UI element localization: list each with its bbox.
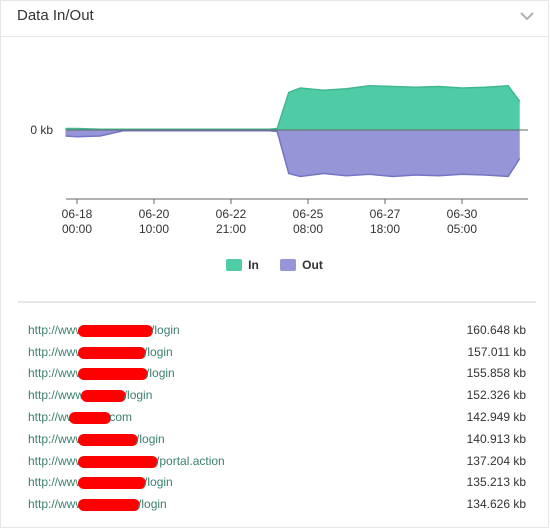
series-area-in [65,85,520,130]
url-list: http://www/login 160.648 kb http://www/log… [28,319,526,515]
redaction-mark [78,433,139,446]
url-link[interactable]: http://www/login [28,323,180,337]
x-tick-label: 06-18 [62,207,93,221]
list-item: http://www. /login 152.326 kb [28,384,526,406]
traffic-value: 155.858 kb [466,366,526,381]
x-tick-label: 00:00 [62,222,92,236]
redaction-mark [78,499,141,512]
legend-swatch-in [226,259,243,271]
url-prefix: http://ww [28,410,76,425]
x-tick-label: 18:00 [370,222,400,236]
redaction-mark [78,324,154,337]
url-link[interactable]: http://www/login [28,366,175,380]
traffic-value: 157.011 kb [467,344,527,359]
x-tick-label: 06-27 [370,207,401,221]
url-suffix: /login [146,366,175,381]
x-tick-label: 21:00 [216,222,246,236]
legend-item-in[interactable]: In [226,258,259,272]
legend-swatch-out [280,259,297,271]
url-suffix: com [109,410,133,425]
panel-title: Data In/Out [17,7,94,24]
redaction-mark [78,368,149,381]
url-suffix: /login [138,497,167,512]
x-tick-label: 08:00 [293,222,323,236]
series-area-out [65,130,520,177]
panel-header: Data In/Out [1,1,548,37]
redaction-mark [78,346,147,359]
url-prefix: http://www [28,366,85,381]
list-item: http://www/login 140.913 kb [28,428,526,450]
url-prefix: http://www. [28,388,87,403]
chevron-down-icon[interactable] [518,7,536,25]
url-prefix: http://www [28,453,85,468]
redaction-mark [69,411,112,424]
url-suffix: /portal.action [156,453,225,468]
data-in-out-chart: 0 kb06-1800:0006-2010:0006-2221:0006-250… [30,84,528,236]
y-tick-label: 0 kb [30,123,53,137]
list-item: http://www/login 155.858 kb [28,363,526,385]
traffic-value: 140.913 kb [466,431,526,446]
traffic-value: 134.626 kb [466,497,526,512]
url-link[interactable]: http://ww com [28,410,132,424]
url-prefix: http://www [28,497,85,512]
list-item: http://ww com 142.949 kb [28,406,526,428]
list-item: http://www/login 160.648 kb [28,319,526,341]
x-tick-label: 10:00 [139,222,169,236]
redaction-mark [80,390,126,403]
redaction-mark [78,477,147,490]
url-prefix: http://www [28,475,85,490]
redaction-mark [78,455,159,468]
url-link[interactable]: http://www/portal.action [28,454,225,468]
x-tick-label: 06-22 [216,207,247,221]
traffic-value: 152.326 kb [466,388,526,403]
legend-label-in: In [248,258,259,272]
traffic-value: 137.204 kb [466,453,526,468]
divider [18,301,536,303]
url-suffix: /login [144,344,173,359]
list-item: http://www/login 134.626 kb [28,493,526,515]
series-line-out [65,130,521,178]
traffic-value: 160.648 kb [466,322,526,337]
url-link[interactable]: http://www/login [28,345,173,359]
list-item: http://www/portal.action 137.204 kb [28,450,526,472]
url-link[interactable]: http://www/login [28,497,167,511]
url-link[interactable]: http://www. /login [28,388,152,402]
legend-item-out[interactable]: Out [280,258,323,272]
series-line-in [65,84,521,130]
url-suffix: /login [144,475,173,490]
chart-legend: In Out [1,258,548,274]
url-prefix: http://www [28,344,85,359]
x-tick-label: 06-30 [447,207,478,221]
url-prefix: http://www [28,431,85,446]
url-suffix: /login [151,322,180,337]
url-link[interactable]: http://www/login [28,432,165,446]
url-suffix: /login [123,388,153,403]
list-item: http://www/login 157.011 kb [28,341,526,363]
x-tick-label: 06-25 [293,207,324,221]
list-item: http://www/login 135.213 kb [28,472,526,494]
url-prefix: http://www [28,322,85,337]
url-suffix: /login [136,431,165,446]
x-tick-label: 05:00 [447,222,477,236]
traffic-value: 142.949 kb [466,410,526,425]
url-link[interactable]: http://www/login [28,475,173,489]
x-tick-label: 06-20 [139,207,170,221]
traffic-value: 135.213 kb [466,475,526,490]
legend-label-out: Out [302,258,323,272]
